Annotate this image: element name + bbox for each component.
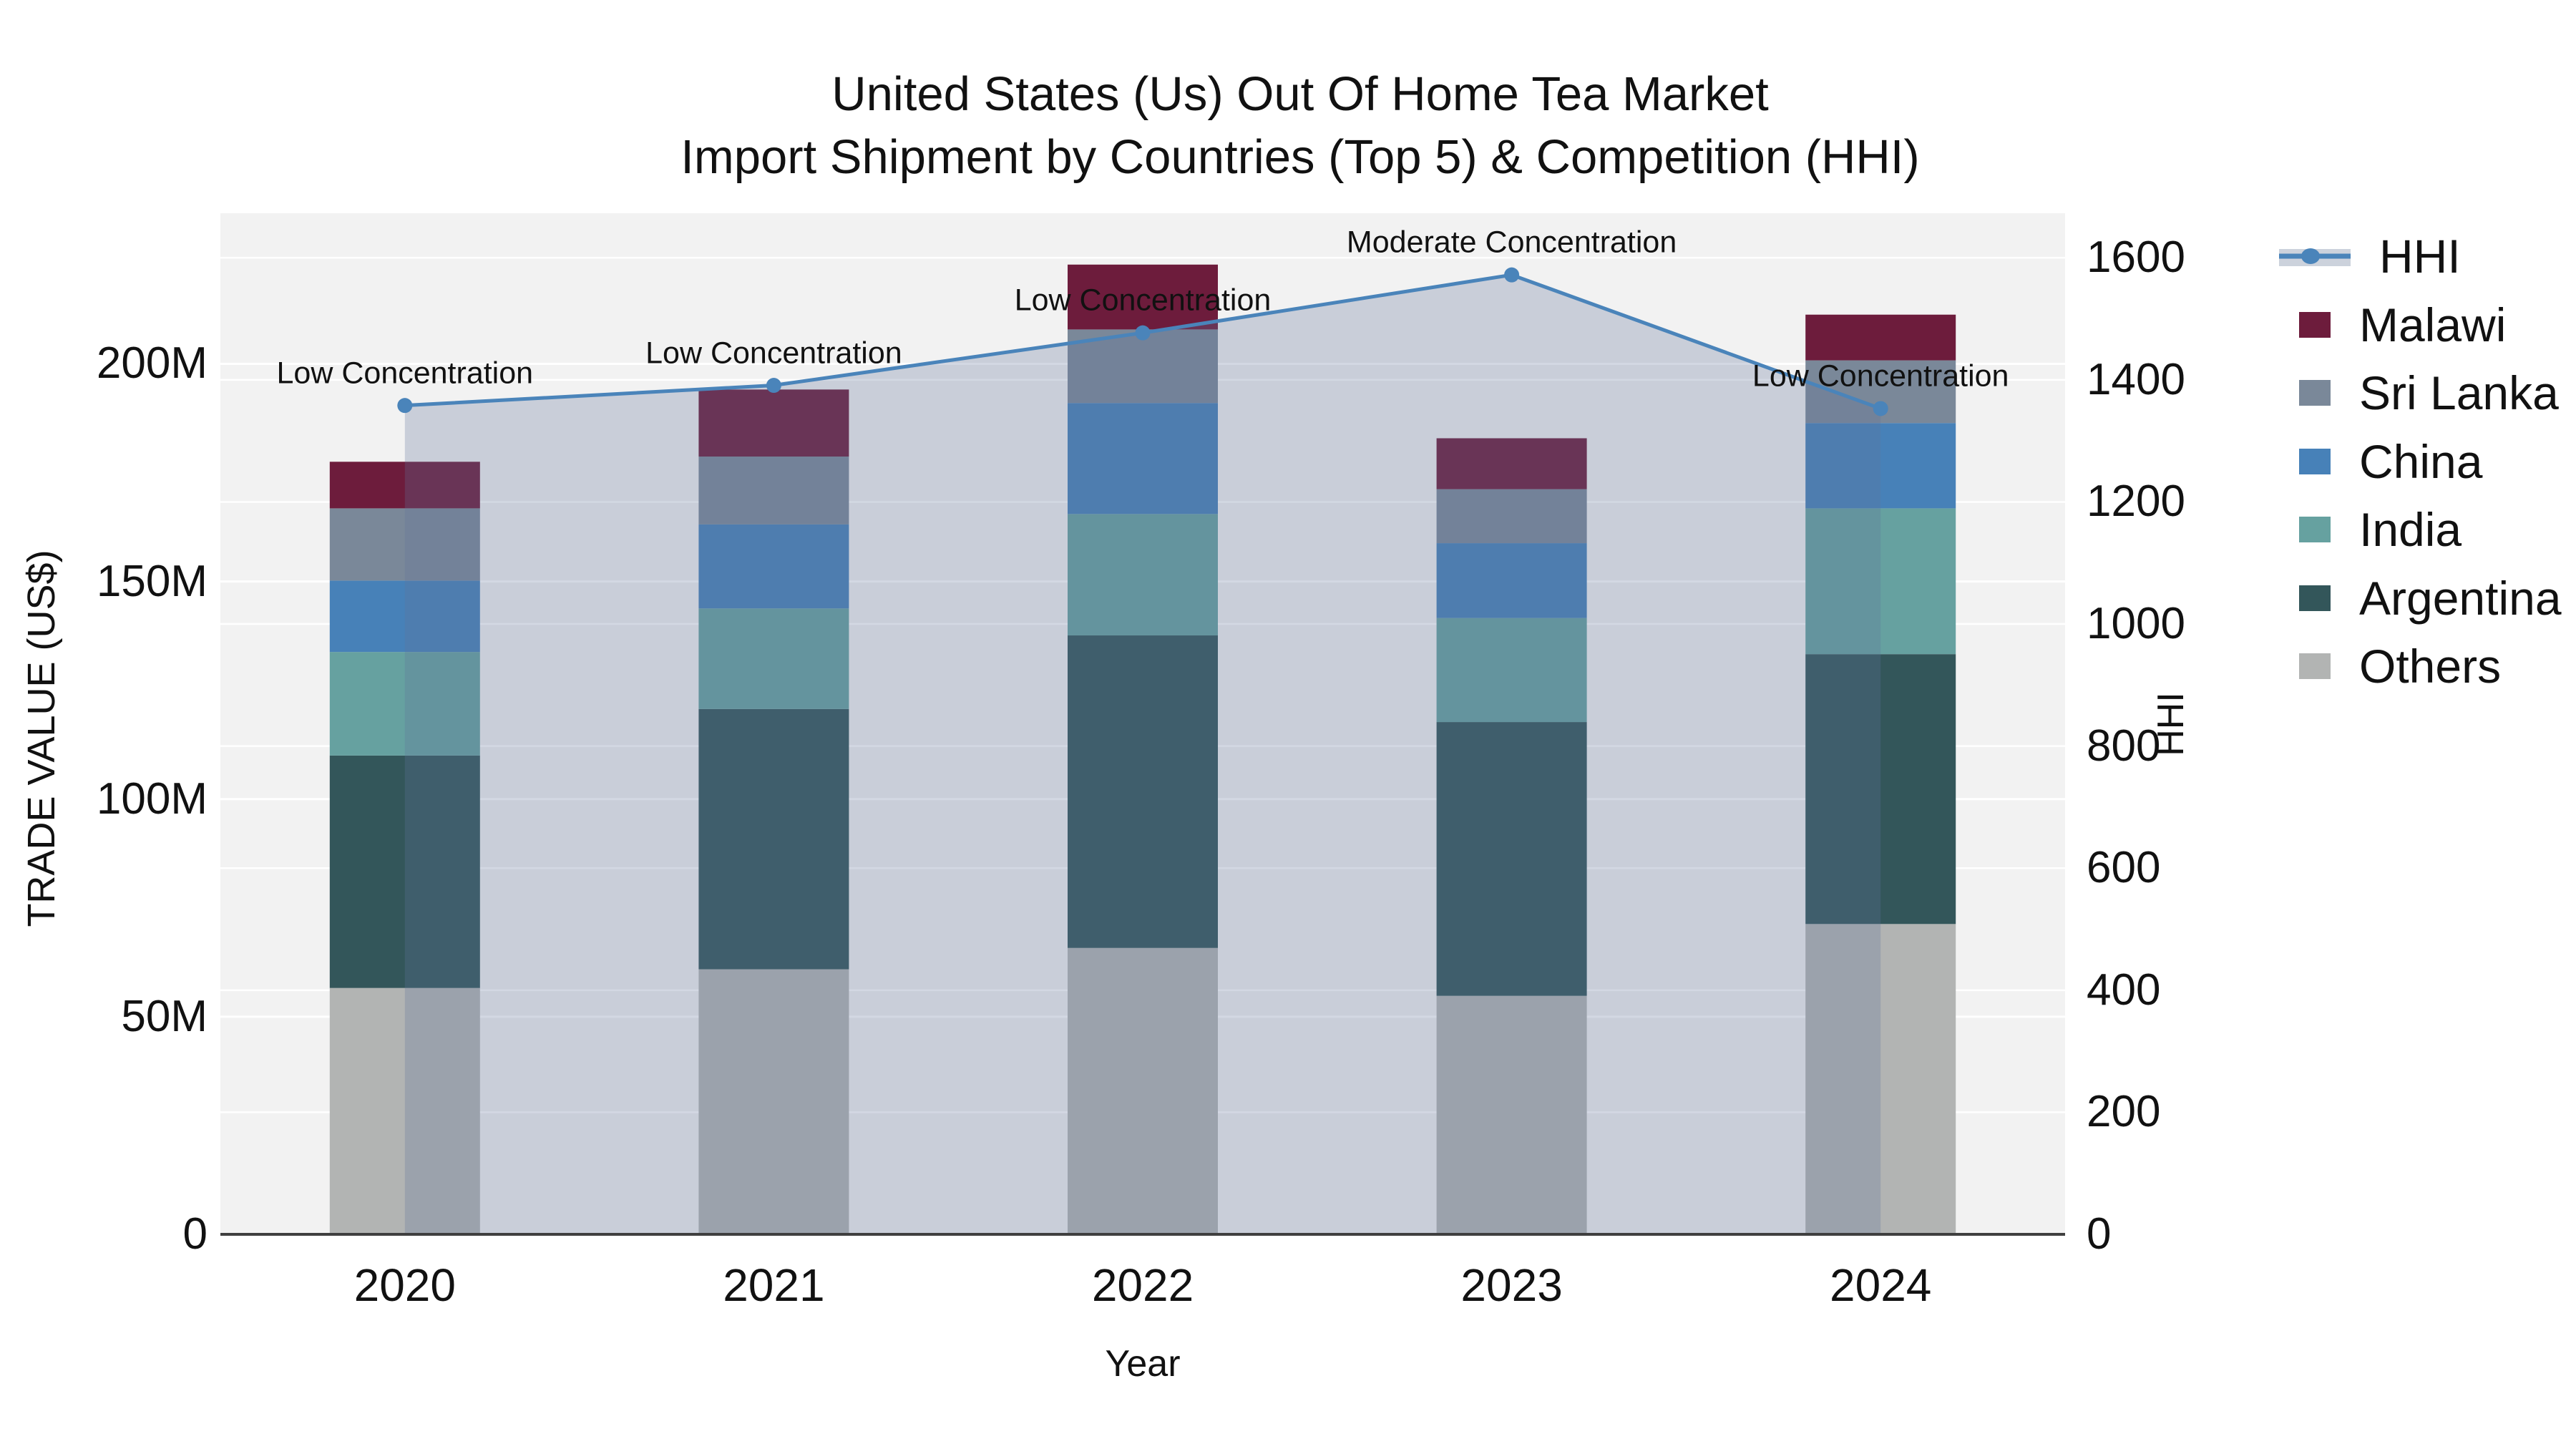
- india-swatch-icon: [2299, 517, 2331, 542]
- y-tick-left-0: 0: [182, 1209, 208, 1259]
- hhi-marker-2023: [1504, 267, 1520, 283]
- bar-segment-others-2024: [1805, 924, 1956, 1234]
- y-tick-right-800: 800: [2087, 721, 2161, 771]
- legend-item-argentina: Argentina: [2279, 575, 2562, 622]
- y-tick-right-200: 200: [2087, 1087, 2161, 1137]
- hhi-marker-2021: [766, 378, 781, 394]
- legend-item-hhi: HHI: [2279, 233, 2461, 280]
- y-tick-right-1600: 1600: [2087, 233, 2185, 283]
- x-axis-title: Year: [1105, 1343, 1181, 1385]
- legend-label: China: [2359, 434, 2483, 488]
- bar-segment-argentina-2020: [329, 755, 480, 988]
- bar-segment-malawi-2021: [698, 389, 849, 457]
- y-axis-title-left: TRADE VALUE (US$): [20, 550, 63, 927]
- legend-label: India: [2359, 503, 2462, 556]
- legend-label: Malawi: [2359, 298, 2507, 351]
- annotation-2023: Moderate Concentration: [1346, 225, 1677, 260]
- annotation-2020: Low Concentration: [276, 356, 534, 391]
- bar-segment-china-2020: [329, 580, 480, 653]
- bar-segment-others-2022: [1068, 947, 1218, 1234]
- bar-segment-malawi-2022: [1068, 264, 1218, 330]
- legend-item-sri-lanka: Sri Lanka: [2279, 369, 2559, 416]
- x-tick-2024: 2024: [1830, 1259, 1932, 1311]
- bar-segment-argentina-2023: [1436, 722, 1587, 996]
- bar-segment-argentina-2024: [1805, 654, 1956, 924]
- bar-segment-india-2020: [329, 652, 480, 756]
- x-tick-2023: 2023: [1460, 1259, 1563, 1311]
- bar-segment-china-2022: [1068, 403, 1218, 514]
- bar-segment-others-2021: [698, 969, 849, 1234]
- hhi-marker-2020: [397, 398, 413, 414]
- bar-segment-malawi-2024: [1805, 314, 1956, 361]
- legend-item-others: Others: [2279, 643, 2501, 690]
- bar-segment-sri-lanka-2020: [329, 508, 480, 581]
- bar-segment-india-2021: [698, 608, 849, 709]
- sri-lanka-swatch-icon: [2299, 380, 2331, 406]
- bar-segment-others-2020: [329, 987, 480, 1234]
- bar-segment-india-2024: [1805, 508, 1956, 655]
- legend-item-malawi: Malawi: [2279, 301, 2506, 348]
- chart-title-line1: United States (Us) Out Of Home Tea Marke…: [831, 67, 1769, 121]
- y-tick-right-1200: 1200: [2087, 477, 2185, 527]
- legend-label: HHI: [2379, 230, 2461, 283]
- bar-segment-argentina-2022: [1068, 635, 1218, 948]
- annotation-2022: Low Concentration: [1014, 283, 1272, 318]
- annotation-2021: Low Concentration: [645, 336, 902, 371]
- bar-segment-sri-lanka-2021: [698, 457, 849, 525]
- y-tick-right-600: 600: [2087, 843, 2161, 893]
- hhi-marker-2024: [1873, 401, 1888, 416]
- others-swatch-icon: [2299, 653, 2331, 679]
- y-tick-right-1400: 1400: [2087, 354, 2185, 404]
- bar-segment-china-2024: [1805, 423, 1956, 509]
- y-axis-title-right: HHI: [2150, 692, 2192, 756]
- annotation-2024: Low Concentration: [1752, 358, 2009, 394]
- hhi-line-symbol: [2279, 248, 2351, 266]
- y-tick-left-50M: 50M: [121, 991, 208, 1041]
- y-tick-right-1000: 1000: [2087, 599, 2185, 649]
- bar-segment-argentina-2021: [698, 708, 849, 970]
- y-tick-left-150M: 150M: [96, 556, 208, 606]
- chart-title-line2: Import Shipment by Countries (Top 5) & C…: [680, 130, 1920, 184]
- malawi-swatch-icon: [2299, 311, 2331, 338]
- legend-item-china: China: [2279, 438, 2482, 485]
- bar-segment-china-2023: [1436, 543, 1587, 618]
- bar-segment-malawi-2020: [329, 462, 480, 509]
- legend-label: Others: [2359, 640, 2502, 693]
- x-tick-2022: 2022: [1091, 1259, 1194, 1311]
- legend-item-india: India: [2279, 506, 2462, 553]
- y-tick-right-400: 400: [2087, 965, 2161, 1015]
- x-tick-2020: 2020: [353, 1259, 456, 1311]
- y-tick-left-100M: 100M: [96, 774, 208, 824]
- bar-segment-malawi-2023: [1436, 438, 1587, 489]
- legend-label: Sri Lanka: [2359, 366, 2559, 419]
- y-tick-left-200M: 200M: [96, 338, 208, 389]
- y-tick-right-0: 0: [2087, 1209, 2112, 1259]
- bar-segment-india-2023: [1436, 618, 1587, 723]
- bar-segment-india-2022: [1068, 514, 1218, 636]
- x-tick-2021: 2021: [723, 1259, 825, 1311]
- bar-segment-others-2023: [1436, 995, 1587, 1234]
- bar-segment-sri-lanka-2023: [1436, 489, 1587, 544]
- china-swatch-icon: [2299, 448, 2331, 474]
- hhi-marker-2022: [1135, 325, 1151, 341]
- argentina-swatch-icon: [2299, 585, 2331, 611]
- bar-segment-china-2021: [698, 524, 849, 609]
- legend-label: Argentina: [2359, 571, 2562, 625]
- hhi-area-fill: [404, 275, 1881, 1235]
